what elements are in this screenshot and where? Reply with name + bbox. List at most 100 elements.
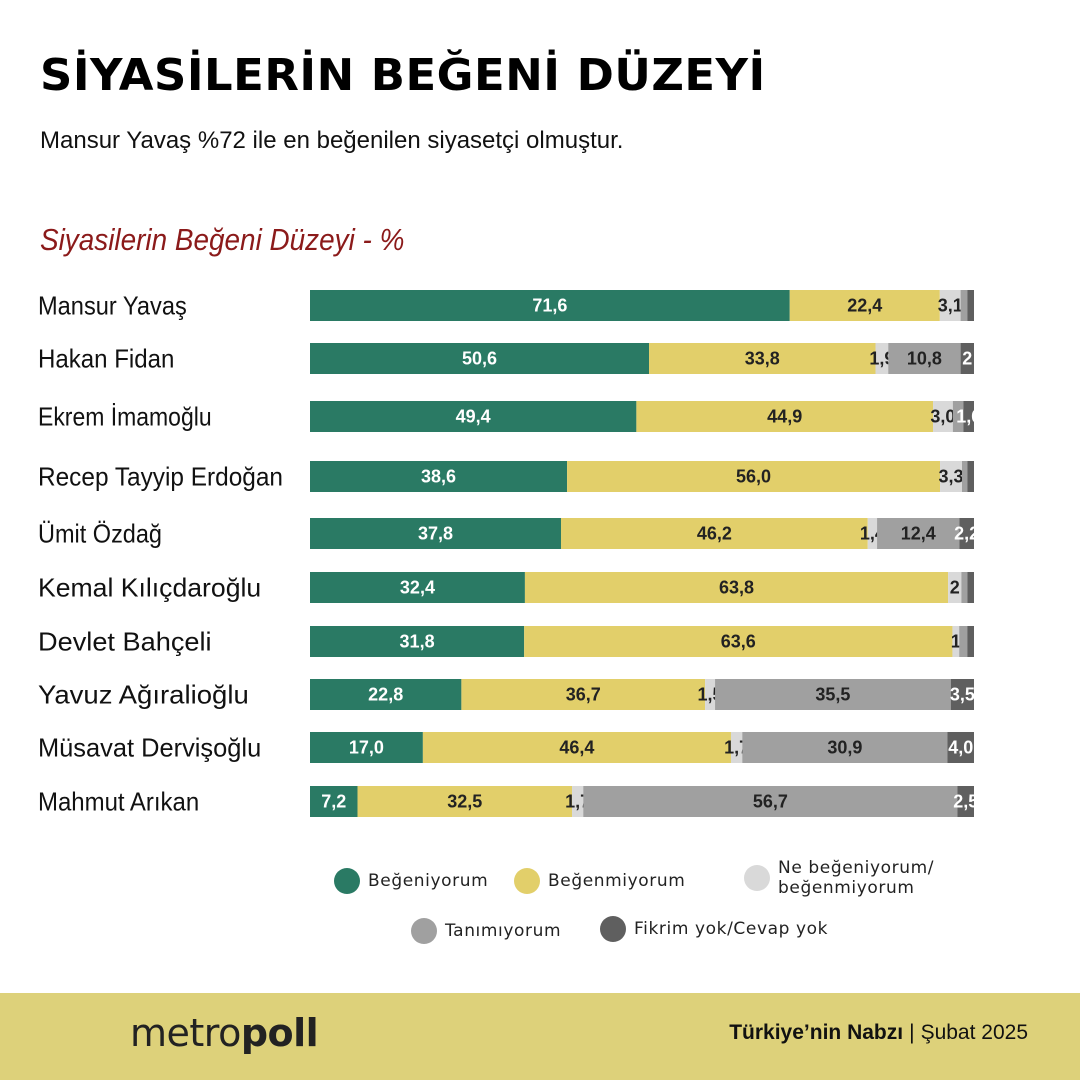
bar-segment [962, 461, 968, 492]
bar-segment [310, 290, 790, 321]
bar-segment [877, 518, 960, 549]
data-label: 46,2 [697, 524, 732, 544]
legend-item-neutral: Ne beğeniyorum/beğenmiyorum [744, 858, 934, 898]
bar-segment [583, 786, 958, 817]
bar-segment [933, 401, 953, 432]
data-label: 30,9 [827, 738, 862, 758]
source-separator: | [909, 1021, 915, 1044]
data-label: 32,5 [447, 792, 482, 812]
bar-segment [947, 732, 974, 763]
bar-segment [957, 786, 974, 817]
bar-segment [649, 343, 876, 374]
bar-segment [967, 290, 974, 321]
data-label: 10,8 [907, 349, 942, 369]
bar-segment [940, 461, 963, 492]
data-label: 17,0 [349, 738, 384, 758]
data-label: 2 [962, 349, 972, 369]
category-label: Hakan Fidan [38, 344, 174, 374]
data-label: 3,0 [930, 407, 955, 427]
data-label: 44,9 [767, 407, 802, 427]
legend-dot-icon [411, 918, 437, 944]
legend-dot-icon [600, 916, 626, 942]
legend-dot-icon [744, 865, 770, 891]
legend-dot-icon [334, 868, 360, 894]
bar-segment [939, 290, 961, 321]
bar-segment [952, 626, 960, 657]
legend-item-begenmiyorum: Beğenmiyorum [514, 868, 685, 894]
chart-title: Siyasilerin Beğeni Düzeyi - % [40, 222, 405, 257]
data-label: 3,5 [950, 685, 975, 705]
footer-source: Türkiye’nin Nabzı | Şubat 2025 [729, 1021, 1028, 1045]
bar-segment [524, 572, 949, 603]
data-label: 56,7 [753, 792, 788, 812]
logo-bold-text: poll [240, 1011, 319, 1055]
data-label: 50,6 [462, 349, 497, 369]
category-label: Mansur Yavaş [38, 291, 187, 321]
bar-segment [950, 679, 974, 710]
bar-segment [310, 401, 637, 432]
bar-segment [742, 732, 948, 763]
data-label: 22,4 [847, 296, 882, 316]
legend-label: Beğeniyorum [368, 871, 489, 891]
bar-segment [524, 626, 953, 657]
data-label: 1 [951, 632, 961, 652]
bar-segment [310, 786, 358, 817]
category-label: Yavuz Ağıralioğlu [38, 680, 249, 710]
legend-label: Beğenmiyorum [548, 871, 686, 891]
bar-segment [461, 679, 706, 710]
category-label: Devlet Bahçeli [38, 627, 212, 657]
data-label: 3,1 [938, 296, 963, 316]
category-label: Recep Tayyip Erdoğan [38, 462, 283, 492]
data-label: 32,4 [400, 578, 435, 598]
data-label: 37,8 [418, 524, 453, 544]
data-label: 38,6 [421, 467, 456, 487]
source-name: Türkiye’nin Nabzı [729, 1021, 904, 1044]
data-label: 31,8 [400, 632, 435, 652]
metropoll-logo: metropoll [130, 1011, 319, 1055]
bar-segment [963, 401, 974, 432]
bar-segment [967, 461, 974, 492]
data-label: 7,2 [321, 792, 346, 812]
category-label: Mahmut Arıkan [38, 787, 199, 817]
data-label: 22,8 [368, 685, 403, 705]
footer-band: metropoll Türkiye’nin Nabzı | Şubat 2025 [0, 993, 1080, 1080]
data-label: 36,7 [566, 685, 601, 705]
legend-item-begeniyorum: Beğeniyorum [334, 868, 488, 894]
legend-dot-icon [514, 868, 540, 894]
data-label: 2,5 [953, 792, 978, 812]
data-label: 46,4 [559, 738, 594, 758]
bar-segment [952, 401, 964, 432]
bar-segment [715, 679, 951, 710]
data-label: 1,6 [956, 407, 981, 427]
data-label: 2,2 [954, 524, 979, 544]
bar-segment [948, 572, 962, 603]
bar-segment [959, 518, 974, 549]
legend-item-fikrim-yok: Fikrim yok/Cevap yok [600, 916, 828, 942]
bar-segment [867, 518, 878, 549]
bar-segment [310, 461, 568, 492]
bar-segment [572, 786, 584, 817]
bar-segment [967, 572, 974, 603]
bar-segment [357, 786, 573, 817]
data-label: 3,3 [939, 467, 964, 487]
legend-label: Tanımıyorum [445, 921, 562, 941]
data-label: 12,4 [901, 524, 936, 544]
bar-segment [959, 626, 968, 657]
bar-segment [310, 572, 525, 603]
category-label: Ümit Özdağ [38, 519, 162, 549]
data-label: 49,4 [456, 407, 491, 427]
legend-item-tanimiyorum: Tanımıyorum [411, 918, 561, 944]
source-date: Şubat 2025 [920, 1021, 1028, 1044]
bar-segment [875, 343, 889, 374]
bar-segment [967, 626, 974, 657]
bar-segment [730, 732, 743, 763]
legend-label: Ne beğeniyorum/beğenmiyorum [778, 858, 935, 898]
data-label: 33,8 [745, 349, 780, 369]
bar-segment [310, 732, 423, 763]
data-label: 63,8 [719, 578, 754, 598]
bar-segment [310, 343, 650, 374]
stacked-bar-chart: Mansur Yavaş 71,6 22,4 3,1 Hakan Fidan 50,6 33… [38, 290, 981, 817]
data-label: 71,6 [532, 296, 567, 316]
bar-segment [961, 572, 968, 603]
bar-segment [310, 626, 525, 657]
